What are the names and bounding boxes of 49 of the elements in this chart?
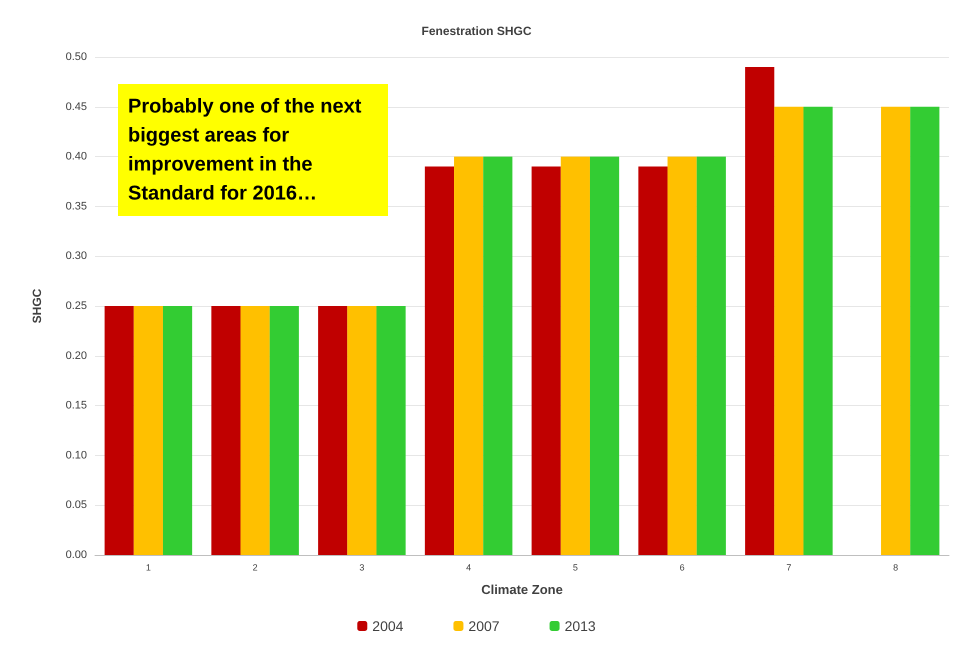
bar [560,156,590,555]
y-tick-label: 0.25 [66,300,87,312]
bar [668,156,697,555]
x-tick-label: 8 [893,562,898,572]
y-axis-title: SHGC [30,288,44,324]
legend-label: 2004 [372,618,404,634]
bar [162,306,192,555]
y-tick-label: 0.40 [66,150,87,163]
bar [910,106,940,555]
chart-title: Fenestration SHGC [421,24,532,38]
x-tick-label: 7 [786,562,792,572]
bar [424,166,454,555]
y-tick-label: 0.15 [66,400,87,412]
legend-label: 2013 [564,618,596,634]
bar [803,106,833,555]
bar [347,306,376,555]
y-tick-label: 0.30 [66,250,87,262]
bar [483,156,512,555]
annotation: Probably one of the next biggest areas for improvement in the Standard for 2016… [128,96,367,204]
legend-label: 2007 [468,618,500,634]
bar [376,306,406,555]
bar [745,66,774,555]
y-tick-label: 0.00 [66,549,87,561]
y-tick-label: 0.05 [66,499,87,512]
bar [638,166,668,555]
bar [696,156,726,555]
bar [774,106,804,555]
y-tick-label: 0.35 [66,200,87,212]
x-tick-label: 1 [146,562,151,572]
bar [240,306,270,555]
y-tick-label: 0.50 [66,51,87,63]
bar [590,156,620,555]
y-tick-label: 0.20 [66,350,87,362]
bar [318,306,348,555]
bar [454,156,484,555]
x-tick-label: 2 [252,562,258,572]
x-tick-label: 4 [466,562,472,572]
x-axis-title: Climate Zone [481,582,563,597]
bar [532,166,561,555]
y-tick-label: 0.10 [66,449,87,462]
x-tick-label: 3 [359,562,364,572]
x-tick-label: 6 [680,562,685,572]
bar [211,306,241,555]
bar [104,306,134,555]
y-tick-label: 0.45 [66,100,87,113]
bar [270,306,299,555]
bar [134,306,163,555]
bar [881,106,910,555]
x-tick-label: 5 [572,562,578,572]
